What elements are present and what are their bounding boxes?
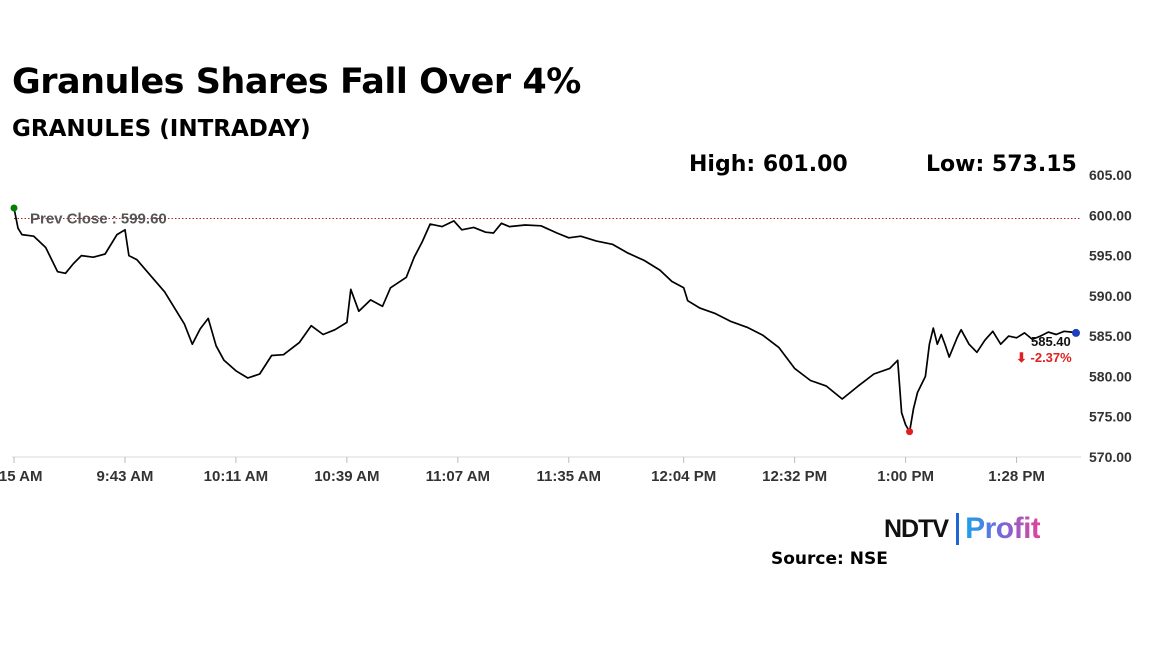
x-tick-label: 11:35 AM: [537, 468, 601, 485]
prev-close-label: Prev Close : 599.60: [30, 211, 167, 228]
price-line-series: [13, 207, 1077, 433]
open-price-marker: [10, 204, 18, 212]
chart-subtitle: GRANULES (INTRADAY): [12, 116, 311, 142]
ndtv-profit-logo: NDTV Profit: [884, 512, 1041, 546]
source-note: Source: NSE: [771, 549, 888, 569]
change-percent-label: ⬇ -2.37%: [1016, 350, 1072, 365]
x-tick-label: 12:32 PM: [762, 468, 827, 485]
y-tick-label: 580.00: [1089, 368, 1132, 384]
chart-title: Granules Shares Fall Over 4%: [12, 62, 581, 102]
brand-ndtv: NDTV: [884, 514, 949, 543]
x-tick-label: 9:43 AM: [96, 468, 153, 485]
y-tick-label: 595.00: [1089, 248, 1132, 264]
low-value: Low: 573.15: [926, 152, 1077, 177]
brand-profit: Profit: [965, 512, 1041, 545]
x-tick-label: 9:15 AM: [0, 468, 42, 485]
y-tick-label: 570.00: [1089, 449, 1132, 465]
x-tick-label: 10:11 AM: [204, 468, 268, 485]
x-tick-label: 1:28 PM: [988, 468, 1045, 485]
y-tick-label: 585.00: [1089, 328, 1132, 344]
x-tick-label: 12:04 PM: [651, 468, 716, 485]
last-price-marker: [1072, 328, 1080, 337]
high-value: High: 601.00: [689, 152, 848, 177]
x-tick-label: 11:07 AM: [426, 468, 490, 485]
brand-separator: [956, 513, 960, 545]
y-tick-label: 600.00: [1089, 207, 1132, 223]
y-tick-label: 605.00: [1089, 167, 1132, 183]
last-price-label: 585.40: [1031, 334, 1071, 349]
x-tick-label: 10:39 AM: [314, 468, 379, 485]
day-low-marker: [906, 428, 914, 436]
x-axis: 9:15 AM 9:43 AM 10:11 AM 10:39 AM 11:07 AM 11…: [0, 457, 1045, 485]
y-tick-label: 590.00: [1089, 288, 1132, 304]
x-tick-label: 1:00 PM: [877, 468, 934, 485]
y-axis: 570.00 575.00 580.00 585.00 590.00 595.00 600.…: [1089, 167, 1132, 465]
y-tick-label: 575.00: [1089, 409, 1132, 425]
